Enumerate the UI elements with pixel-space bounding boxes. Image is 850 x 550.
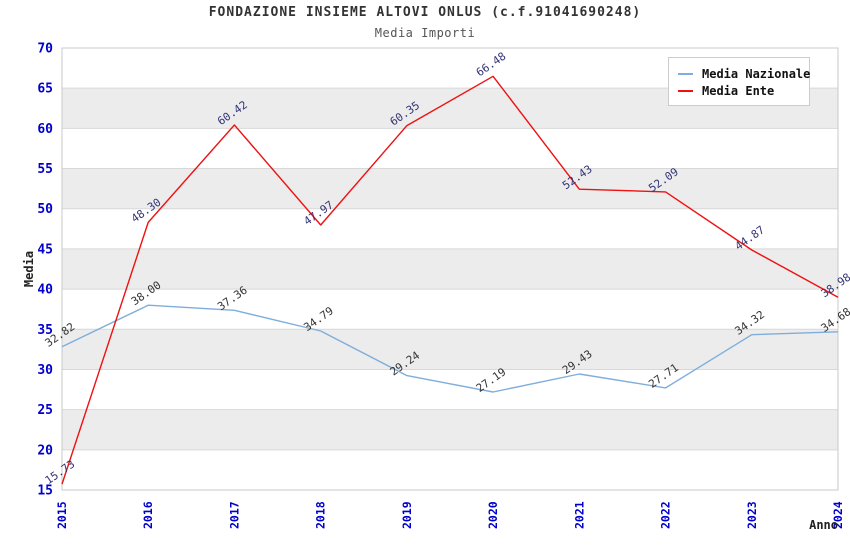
y-tick-label: 55 xyxy=(37,162,53,177)
x-tick-label: 2016 xyxy=(141,501,155,529)
x-tick-label: 2017 xyxy=(227,501,241,529)
x-tick-label: 2018 xyxy=(314,501,328,529)
legend-label: Media Nazionale xyxy=(702,66,811,81)
x-tick-label: 2020 xyxy=(486,501,500,529)
y-tick-label: 65 xyxy=(37,82,53,97)
y-tick-label: 35 xyxy=(37,323,53,338)
x-tick-label: 2019 xyxy=(400,501,414,529)
chart-subtitle: Media Importi xyxy=(374,26,476,40)
legend-line-marker-red xyxy=(678,89,693,92)
legend: Media Nazionale Media Ente xyxy=(668,57,810,106)
data-label-media-ente: 15.73 xyxy=(43,457,78,487)
plot-band xyxy=(62,329,838,370)
y-tick-label: 25 xyxy=(37,403,53,418)
plot-band xyxy=(62,248,838,290)
x-tick-label: 2023 xyxy=(745,501,759,529)
y-tick-label: 45 xyxy=(37,242,53,257)
plot-border xyxy=(61,47,839,491)
y-tick-label: 60 xyxy=(37,122,53,137)
y-tick-label: 15 xyxy=(37,484,53,499)
plot-band xyxy=(62,409,838,450)
x-axis-title: Anno xyxy=(809,518,838,532)
y-tick-label: 50 xyxy=(37,202,53,217)
y-tick-label: 70 xyxy=(37,42,53,57)
x-tick-label: 2015 xyxy=(55,501,69,529)
y-tick-label: 40 xyxy=(37,283,53,298)
x-tick-label: 2021 xyxy=(572,501,586,529)
series-line-media-ente xyxy=(61,75,839,485)
plot-band xyxy=(62,168,838,209)
series-line-media-nazionale xyxy=(61,304,839,393)
legend-line-marker-blue xyxy=(678,72,693,75)
chart-title: FONDAZIONE INSIEME ALTOVI ONLUS (c.f.910… xyxy=(208,5,642,20)
legend-label: Media Ente xyxy=(702,83,775,98)
legend-item-media-nazionale: Media Nazionale xyxy=(678,65,810,82)
y-axis-title: Media xyxy=(22,251,36,287)
x-tick-label: 2024 xyxy=(831,501,845,529)
y-tick-label: 30 xyxy=(37,363,53,378)
data-label-media-ente: 66.48 xyxy=(474,50,509,80)
x-tick-label: 2022 xyxy=(659,501,673,529)
legend-item-media-ente: Media Ente xyxy=(678,82,800,99)
y-tick-label: 20 xyxy=(37,443,53,458)
